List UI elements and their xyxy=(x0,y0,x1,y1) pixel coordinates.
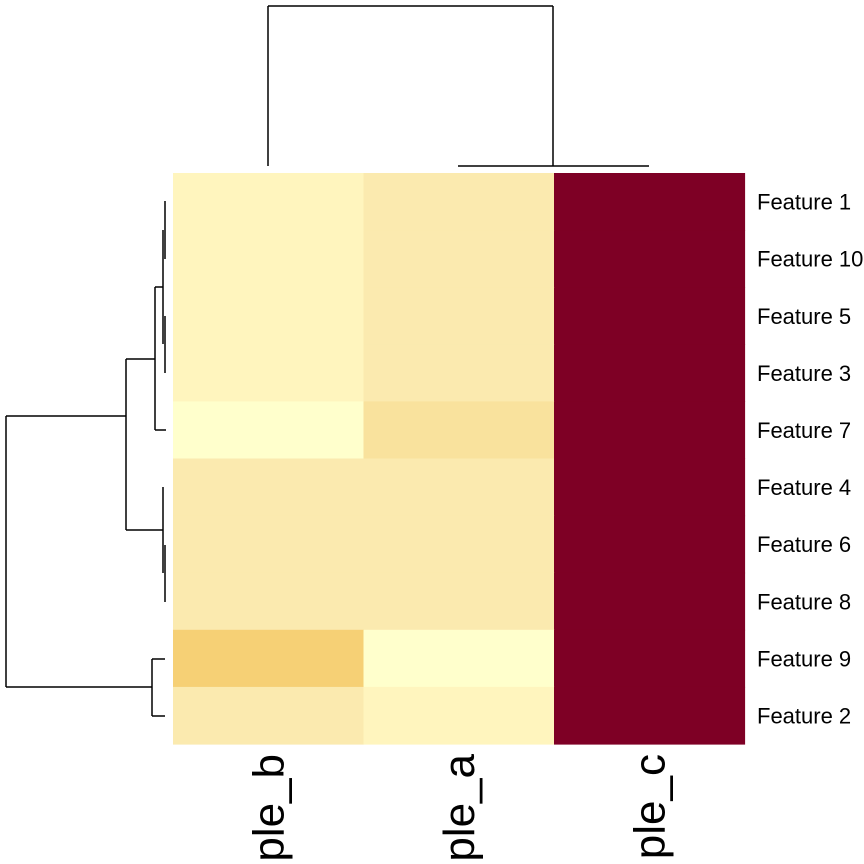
heatmap-cell xyxy=(554,686,746,745)
heatmap-cells xyxy=(173,173,746,745)
heatmap-cell xyxy=(363,287,555,345)
heatmap-cell xyxy=(363,173,555,231)
row-label: Feature 2 xyxy=(757,703,851,728)
heatmap-cell xyxy=(363,401,555,460)
row-label: Feature 1 xyxy=(757,190,851,215)
heatmap-cell xyxy=(173,458,365,517)
heatmap-cell xyxy=(554,230,746,288)
heatmap-cell xyxy=(554,572,746,631)
heatmap-cell xyxy=(363,230,555,288)
row-label: Feature 4 xyxy=(757,475,851,500)
heatmap-cell xyxy=(554,458,746,517)
heatmap-cell xyxy=(173,686,365,745)
heatmap-cell xyxy=(363,344,555,402)
heatmap-cell xyxy=(173,629,365,688)
heatmap-cell xyxy=(363,629,555,688)
row-label: Feature 10 xyxy=(757,247,863,272)
row-label: Feature 5 xyxy=(757,304,851,329)
heatmap-cell xyxy=(554,401,746,460)
column-dendrogram xyxy=(267,5,649,167)
heatmap-cell xyxy=(173,230,365,288)
heatmap-cell xyxy=(554,629,746,688)
row-label: Feature 6 xyxy=(757,532,851,557)
heatmap-cell xyxy=(173,287,365,345)
heatmap-cell xyxy=(363,686,555,745)
heatmap-cell xyxy=(173,515,365,574)
heatmap-cell xyxy=(363,458,555,517)
row-dendrogram xyxy=(5,201,166,717)
row-label: Feature 3 xyxy=(757,361,851,386)
heatmap-cell xyxy=(173,572,365,631)
row-labels: Feature 1 Feature 10 Feature 5 Feature 3 Fea… xyxy=(757,190,863,729)
heatmap-cell xyxy=(554,173,746,231)
heatmap-cell xyxy=(554,515,746,574)
row-label: Feature 8 xyxy=(757,589,851,614)
row-label: Feature 7 xyxy=(757,418,851,443)
column-label: ple_a xyxy=(435,753,484,861)
heatmap-cell xyxy=(363,515,555,574)
heatmap-cell xyxy=(554,344,746,402)
row-label: Feature 9 xyxy=(757,646,851,671)
heatmap-cell xyxy=(554,287,746,345)
heatmap-cell xyxy=(363,572,555,631)
heatmap-cell xyxy=(173,173,365,231)
heatmap-cell xyxy=(173,401,365,460)
heatmap-cell xyxy=(173,344,365,402)
column-label: ple_b xyxy=(244,754,293,862)
column-label: ple_c xyxy=(625,754,674,859)
column-labels: ple_b ple_a ple_c xyxy=(244,753,674,861)
